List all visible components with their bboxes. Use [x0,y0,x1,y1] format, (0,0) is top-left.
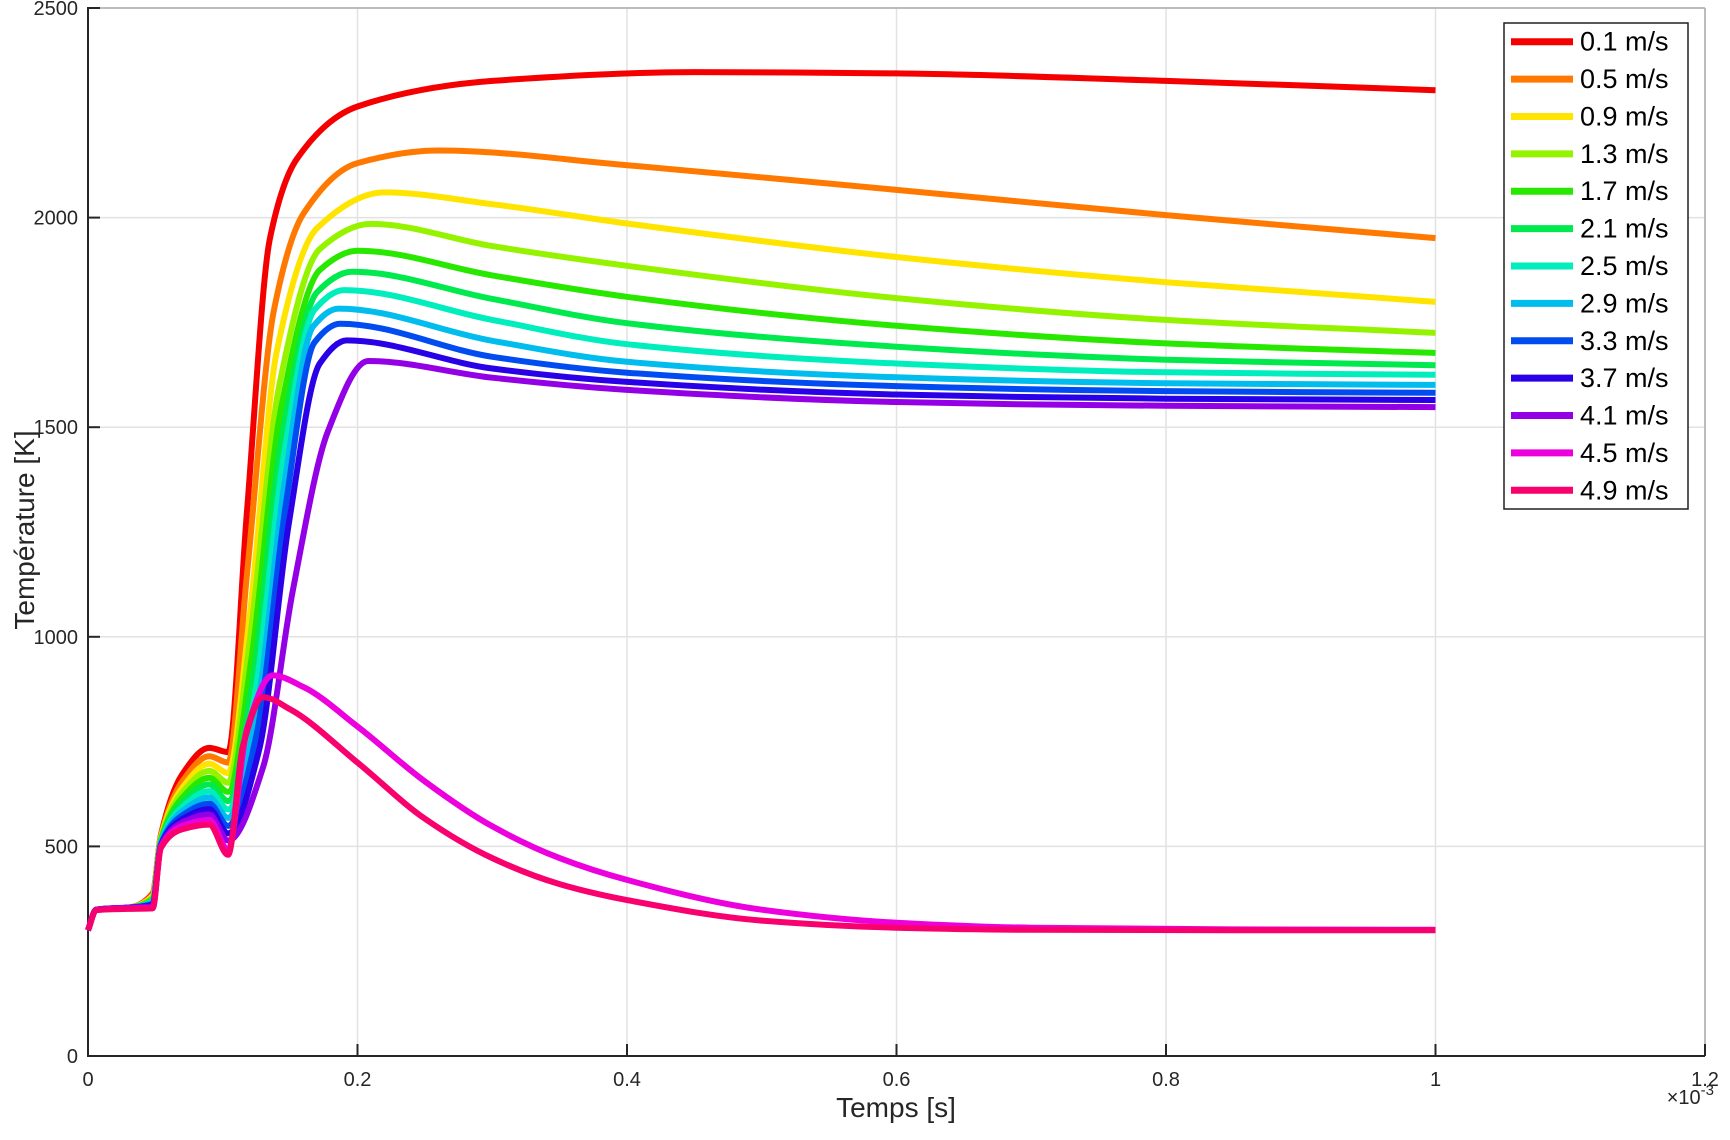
legend-entry-label: 0.9 m/s [1580,101,1669,131]
x-axis-label: Temps [s] [836,1092,956,1123]
legend-entry-label: 2.5 m/s [1580,251,1669,281]
legend-item-4.1ms: 4.1 m/s [1511,401,1669,431]
curve-4.9ms [85,694,1436,934]
legend-entry-label: 4.1 m/s [1580,401,1669,431]
y-tick-label-2000: 2000 [34,208,79,230]
y-tick-label-2500: 2500 [34,0,79,20]
y-tick-label-500: 500 [45,836,78,858]
legend-entry-label: 2.1 m/s [1580,214,1669,244]
x-tick-label-0.4: 0.4 [613,1069,641,1091]
legend-entry-label: 1.7 m/s [1580,176,1669,206]
legend-item-0.5ms: 0.5 m/s [1511,64,1669,94]
curve-0.9ms [85,189,1436,932]
legend-item-2.5ms: 2.5 m/s [1511,251,1669,281]
curve-1.3ms [85,220,1436,932]
legend-entry-label: 2.9 m/s [1580,288,1669,318]
legend-item-3.7ms: 3.7 m/s [1511,363,1669,393]
x-tick-label-1.2: 1.2 [1691,1069,1719,1091]
legend-entry-label: 0.1 m/s [1580,27,1669,57]
legend-item-2.9ms: 2.9 m/s [1511,288,1669,318]
legend-entry-label: 3.7 m/s [1580,363,1669,393]
legend-entry-label: 3.3 m/s [1580,326,1669,356]
legend-entry-label: 0.5 m/s [1580,64,1669,94]
legend-item-4.5ms: 4.5 m/s [1511,438,1669,468]
legend-item-4.9ms: 4.9 m/s [1511,475,1669,505]
legend-item-1.3ms: 1.3 m/s [1511,139,1669,169]
y-axis-label: Température [K] [9,430,40,629]
x-tick-label-0.8: 0.8 [1152,1069,1180,1091]
legend-entry-label: 4.5 m/s [1580,438,1669,468]
legend-item-2.1ms: 2.1 m/s [1511,214,1669,244]
curve-4.5ms [85,672,1436,933]
y-tick-label-0: 0 [67,1046,78,1068]
x-tick-label-0.2: 0.2 [344,1069,372,1091]
y-tick-label-1000: 1000 [34,627,79,649]
legend-item-3.3ms: 3.3 m/s [1511,326,1669,356]
legend-item-0.9ms: 0.9 m/s [1511,101,1669,131]
x-tick-label-1: 1 [1430,1069,1441,1091]
legend: 0.1 m/s 0.5 m/s 0.9 m/s 1.3 m/s 1.7 m/s 2.1 m… [1503,22,1689,510]
plot-area: 0 0.2 0.4 0.6 0.8 1 1.2 0 500 1000 1500 2000 2500 0.1… [34,0,1719,1091]
x-tick-label-0.6: 0.6 [883,1069,911,1091]
y-tick-label-1500: 1500 [34,417,79,439]
x-tick-label-0: 0 [82,1069,93,1091]
legend-item-0.1ms: 0.1 m/s [1511,27,1669,57]
legend-entry-label: 4.9 m/s [1580,475,1669,505]
legend-item-1.7ms: 1.7 m/s [1511,176,1669,206]
x-axis-exponent-multiplier: ×10-3 [1667,1082,1714,1109]
curve-0.5ms [85,147,1436,932]
legend-entry-label: 1.3 m/s [1580,139,1669,169]
